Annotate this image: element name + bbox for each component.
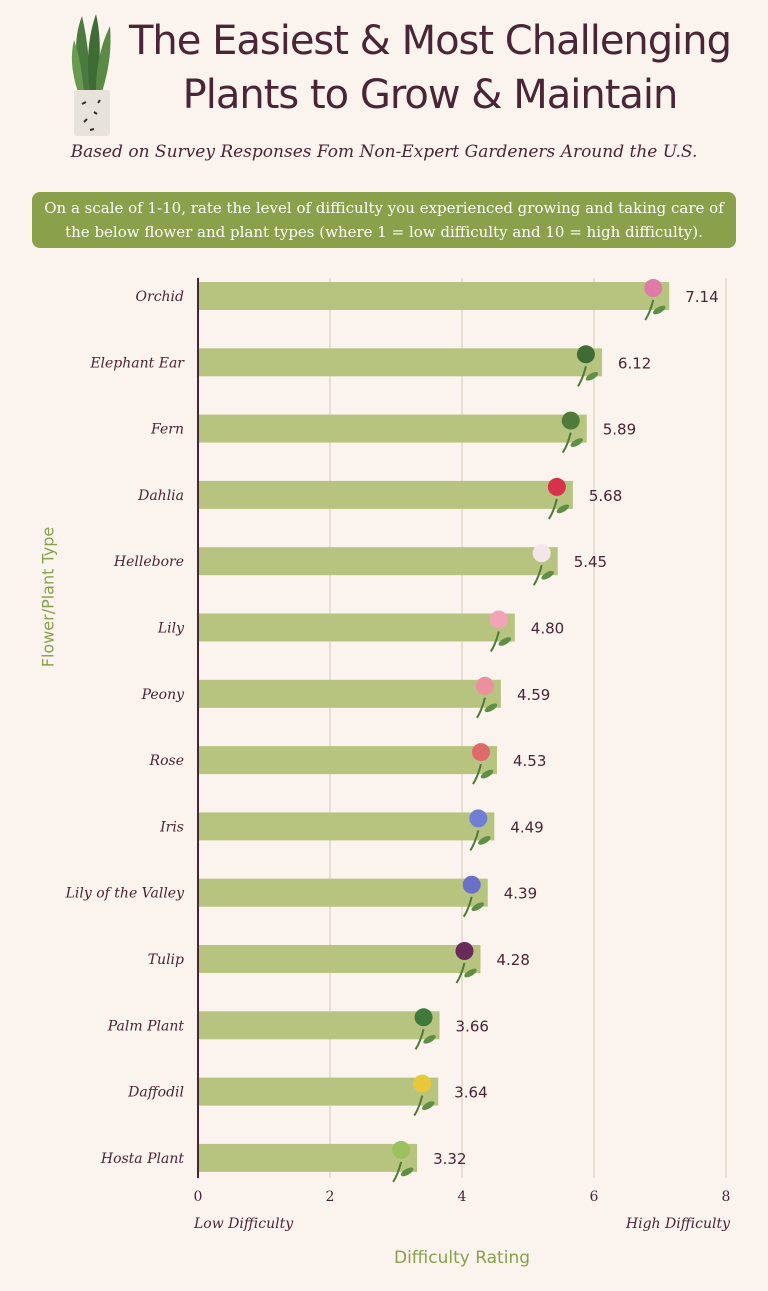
chart-title: The Easiest & Most Challenging Plants to…: [128, 18, 732, 118]
bar-8: [198, 812, 495, 841]
value-label-3: 5.68: [589, 487, 622, 505]
scale-low-label: Low Difficulty: [194, 1216, 294, 1232]
bar-10: [198, 945, 481, 973]
bar-2: [198, 414, 587, 443]
x-tick-label-2: 4: [458, 1189, 467, 1205]
category-label-9: Lily of the Valley: [65, 886, 185, 902]
bar-0: [198, 282, 670, 310]
category-label-3: Dahlia: [137, 488, 184, 504]
elephant-ear-icon: [576, 345, 599, 387]
x-tick-label-0: 0: [194, 1189, 203, 1205]
value-label-5: 4.80: [531, 620, 564, 638]
value-label-2: 5.89: [603, 421, 636, 439]
value-label-8: 4.49: [510, 818, 543, 836]
value-label-9: 4.39: [504, 885, 537, 903]
orchid-icon: [644, 279, 666, 321]
iris-icon: [469, 809, 491, 851]
category-label-8: Iris: [159, 819, 184, 835]
category-label-10: Tulip: [148, 952, 184, 968]
category-label-0: Orchid: [136, 289, 185, 305]
category-label-1: Elephant Ear: [89, 355, 185, 371]
bar-12: [198, 1077, 439, 1106]
value-label-13: 3.32: [433, 1150, 466, 1168]
category-label-13: Hosta Plant: [100, 1151, 185, 1167]
category-label-11: Palm Plant: [107, 1018, 185, 1034]
x-axis-title: Difficulty Rating: [393, 1248, 531, 1268]
lily-of-the-valley-icon: [462, 875, 484, 918]
value-label-11: 3.66: [456, 1017, 489, 1035]
bar-6: [198, 679, 501, 708]
snake-plant-icon: [71, 14, 111, 136]
bar-5: [198, 613, 515, 642]
bar-7: [198, 746, 497, 775]
category-label-5: Lily: [157, 621, 185, 637]
bar-9: [198, 878, 488, 907]
bar-11: [198, 1011, 440, 1040]
x-tick-label-3: 6: [590, 1189, 599, 1205]
x-tick-label-1: 2: [326, 1189, 335, 1205]
category-label-7: Rose: [149, 753, 184, 769]
value-label-7: 4.53: [513, 752, 546, 770]
value-label-1: 6.12: [618, 354, 651, 372]
bar-4: [198, 547, 558, 576]
bar-13: [198, 1143, 418, 1172]
category-label-4: Hellebore: [113, 554, 184, 570]
tulip-icon: [455, 942, 477, 984]
survey-question-banner: On a scale of 1-10, rate the level of di…: [32, 192, 736, 248]
dahlia-icon: [547, 477, 570, 520]
hosta-plant-icon: [392, 1140, 414, 1183]
hellebore-icon: [532, 544, 554, 586]
chart-subtitle: Based on Survey Responses Fom Non-Expert…: [70, 142, 698, 162]
value-label-10: 4.28: [496, 951, 529, 969]
daffodil-icon: [413, 1074, 435, 1117]
category-label-2: Fern: [150, 422, 184, 438]
palm-plant-icon: [414, 1008, 436, 1050]
fern-icon: [561, 411, 583, 454]
category-label-12: Daffodil: [127, 1085, 184, 1101]
peony-icon: [475, 676, 498, 719]
x-tick-label-4: 8: [722, 1189, 731, 1205]
category-label-6: Peony: [141, 687, 186, 703]
rose-icon: [471, 743, 494, 785]
bar-1: [198, 348, 602, 377]
scale-high-label: High Difficulty: [625, 1216, 730, 1232]
lily-icon: [489, 610, 512, 653]
bar-3: [198, 480, 573, 509]
value-label-0: 7.14: [685, 288, 718, 306]
value-label-6: 4.59: [517, 686, 550, 704]
value-label-12: 3.64: [454, 1084, 487, 1102]
value-label-4: 5.45: [574, 553, 607, 571]
